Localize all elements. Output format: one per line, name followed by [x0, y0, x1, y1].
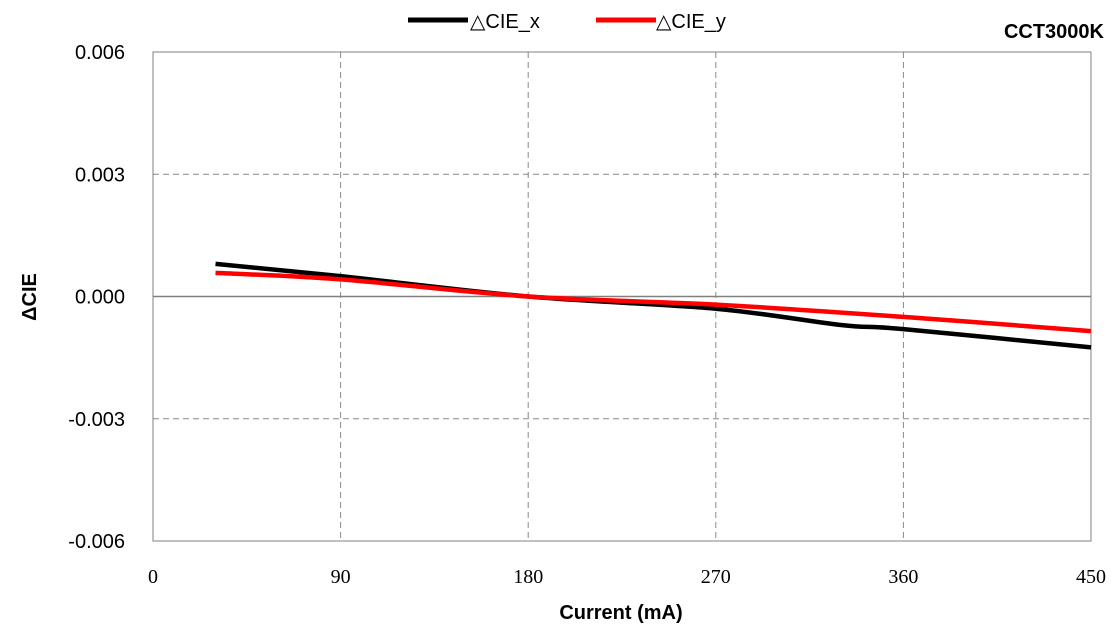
y-axis-title: ΔCIE [19, 273, 41, 321]
y-tick-label: -0.006 [68, 531, 125, 553]
series-line-cie-x [215, 261, 1092, 350]
x-tick-labels: 0 90 180 270 360 450 [148, 566, 1106, 588]
x-tick-label: 360 [888, 566, 918, 588]
x-tick-label: 0 [148, 566, 158, 588]
x-tick-label: 90 [331, 566, 351, 588]
x-axis-title: Current (mA) [559, 602, 682, 624]
legend-label-cie-x: △CIE_x [470, 11, 540, 33]
x-tick-label: 270 [701, 566, 731, 588]
cct-label: CCT3000K [1004, 21, 1105, 43]
legend: △CIE_x △CIE_y [408, 11, 726, 33]
series-line-cie-y [215, 270, 1092, 334]
series-lines [215, 261, 1092, 350]
grid-lines [153, 52, 1091, 541]
x-tick-label: 180 [513, 566, 543, 588]
y-tick-label: 0.000 [75, 287, 125, 309]
x-tick-label: 450 [1076, 566, 1106, 588]
plot-area-border [152, 51, 1092, 542]
y-tick-labels: 0.006 0.003 0.000 -0.003 -0.006 [68, 42, 125, 553]
legend-label-cie-y: △CIE_y [656, 11, 726, 33]
y-tick-label: 0.006 [75, 42, 125, 64]
y-tick-label: 0.003 [75, 164, 125, 186]
y-tick-label: -0.003 [68, 409, 125, 431]
